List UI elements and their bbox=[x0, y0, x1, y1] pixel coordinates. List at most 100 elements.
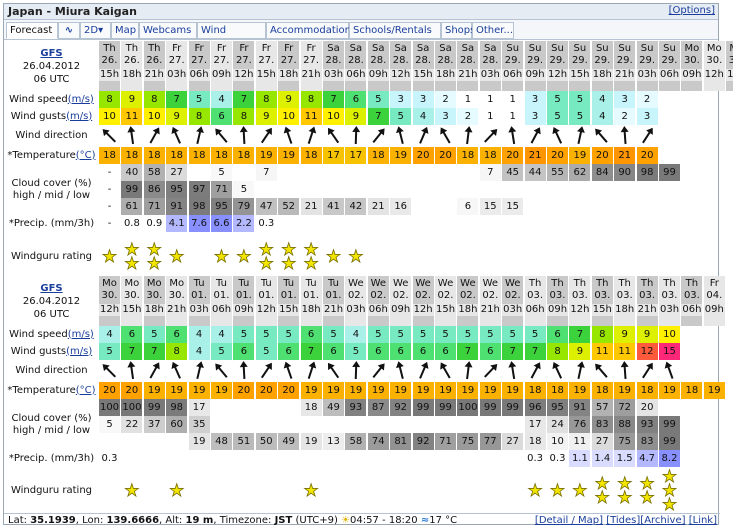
options-link[interactable]: [Options] bbox=[668, 5, 715, 16]
forecast-column-header: Mo 30. 12h bbox=[703, 41, 726, 91]
wind-gusts-cell: 8 bbox=[233, 108, 256, 125]
cloud-low-cell: 19 bbox=[188, 433, 211, 450]
temperature-cell: 18 bbox=[636, 382, 659, 399]
model-link[interactable]: GFS bbox=[40, 47, 63, 59]
cloud-low-cell: 27 bbox=[502, 433, 525, 450]
rating-cell: ★ bbox=[525, 467, 547, 515]
tab-accommodation[interactable]: Accommodation bbox=[266, 22, 351, 39]
link-link[interactable]: [Link] bbox=[688, 515, 717, 526]
day-name: Su bbox=[663, 43, 676, 54]
cloud-high-row: Cloud cover (%) high / mid / low -40 58 27 5… bbox=[4, 164, 726, 201]
day-name: Mo bbox=[169, 278, 185, 289]
wind-speed-cell: 7 bbox=[323, 91, 345, 108]
temperature-cell: 19 bbox=[614, 382, 637, 399]
hour: 18h bbox=[591, 69, 613, 81]
wind-gusts-cell: 5 bbox=[345, 343, 368, 360]
star-icon: ★ bbox=[639, 474, 655, 494]
cloud-mid-cell bbox=[345, 181, 368, 198]
tab-forecast[interactable]: Forecast bbox=[6, 22, 58, 39]
star-icon: ★ bbox=[146, 240, 162, 260]
precip-cell: 0.9 bbox=[143, 215, 166, 232]
cloud-low-cell: 74 bbox=[367, 433, 390, 450]
wind-direction-cell bbox=[345, 125, 368, 147]
precip-cell bbox=[480, 215, 502, 232]
hour: 12h bbox=[569, 304, 591, 316]
wind-arrow-icon bbox=[285, 363, 293, 379]
hour: 18h bbox=[457, 304, 479, 316]
wind-direction-cell bbox=[233, 125, 256, 147]
tab-schools-rentals[interactable]: Schools/Rentals bbox=[349, 22, 441, 39]
wind-arrow-icon bbox=[372, 364, 384, 378]
cloud-mid-cell bbox=[592, 181, 614, 198]
wind-speed-cell bbox=[726, 91, 733, 108]
hour: 21h bbox=[300, 69, 322, 81]
wind-gusts-cell: 15 bbox=[659, 343, 681, 360]
hour: 06h bbox=[345, 69, 367, 81]
day-date: 30. bbox=[123, 290, 140, 301]
star-icon: ★ bbox=[236, 247, 252, 267]
wind-direction-cell bbox=[480, 360, 502, 382]
tab-map[interactable]: Map bbox=[111, 22, 139, 39]
wind-arrow-icon bbox=[129, 363, 134, 379]
hour: 09h bbox=[367, 69, 389, 81]
wind-gusts-cell: 7 bbox=[300, 343, 323, 360]
day-date: 02. bbox=[482, 290, 499, 301]
archive-link[interactable]: [Archive] bbox=[640, 515, 686, 526]
wind-direction-label: Wind direction bbox=[15, 130, 88, 141]
hour: 15h bbox=[591, 304, 613, 316]
wind-speed-cell: 5 bbox=[479, 326, 502, 343]
precip-cell bbox=[569, 215, 592, 232]
rating-cell bbox=[502, 467, 525, 515]
precip-cell bbox=[323, 215, 345, 232]
temperature-cell: 19 bbox=[390, 147, 413, 164]
wind-gusts-cell: 1 bbox=[502, 108, 525, 125]
day-date: 29. bbox=[616, 55, 633, 66]
tab-graph[interactable]: ∿ bbox=[58, 22, 80, 39]
temperature-cell: 20 bbox=[547, 147, 569, 164]
temperature-cell: 20 bbox=[591, 147, 614, 164]
tab-2d[interactable]: 2D▾ bbox=[80, 22, 111, 39]
precip-cell bbox=[278, 450, 301, 467]
day-name: Mo bbox=[706, 43, 722, 54]
cloud-mid-cell bbox=[435, 416, 457, 433]
wind-arrow-icon bbox=[261, 364, 272, 378]
wind-speed-cell: 8 bbox=[591, 326, 614, 343]
hour: 03h bbox=[166, 69, 188, 81]
day-date: 29. bbox=[661, 55, 678, 66]
tab-shops[interactable]: Shops bbox=[441, 22, 475, 39]
cloud-high-cell bbox=[659, 399, 681, 416]
wind-speed-cell: 5 bbox=[278, 326, 301, 343]
cloud-mid-cell: 83 bbox=[591, 416, 614, 433]
wind-speed-cell bbox=[681, 326, 704, 343]
hour: 12h bbox=[547, 69, 568, 81]
alt-value: 19 m bbox=[185, 515, 214, 526]
model-box: GFS 26.04.2012 06 UTC bbox=[23, 282, 80, 321]
day-date: 28. bbox=[347, 55, 364, 66]
day-name: Mo bbox=[102, 278, 117, 289]
rating-cell: ★ bbox=[569, 467, 592, 515]
rating-cell: ★ bbox=[211, 232, 233, 282]
detail-map-link[interactable]: [Detail / Map] bbox=[534, 515, 604, 526]
tab-other[interactable]: Other... bbox=[472, 22, 514, 39]
wind-speed-cell: 3 bbox=[412, 91, 435, 108]
graph-icon: ∿ bbox=[64, 25, 74, 36]
wind-gusts-cell: 6 bbox=[390, 343, 413, 360]
tides-link[interactable]: [Tides] bbox=[606, 515, 641, 526]
rating-cell bbox=[189, 467, 211, 515]
tab-webcams[interactable]: Webcams bbox=[139, 22, 197, 39]
model-link[interactable]: GFS bbox=[40, 282, 63, 294]
wind-arrow-icon bbox=[103, 129, 116, 143]
day-date: 01. bbox=[191, 290, 208, 301]
cloud-mid-cell bbox=[502, 416, 525, 433]
day-name: We bbox=[504, 278, 521, 289]
wind-direction-cell bbox=[211, 360, 233, 382]
wind-arrow-icon bbox=[354, 128, 358, 144]
model-box: GFS 26.04.2012 06 UTC bbox=[23, 47, 80, 86]
wind-direction-cell bbox=[323, 360, 345, 382]
cloud-low-cell bbox=[99, 433, 121, 450]
day-date: 27. bbox=[168, 55, 185, 66]
tab-wind-reports[interactable]: Wind reports bbox=[197, 22, 266, 51]
wind-arrow-icon bbox=[484, 364, 497, 378]
precip-label: *Precip. (mm/3h) bbox=[8, 217, 95, 229]
day-date: 28. bbox=[459, 55, 476, 66]
